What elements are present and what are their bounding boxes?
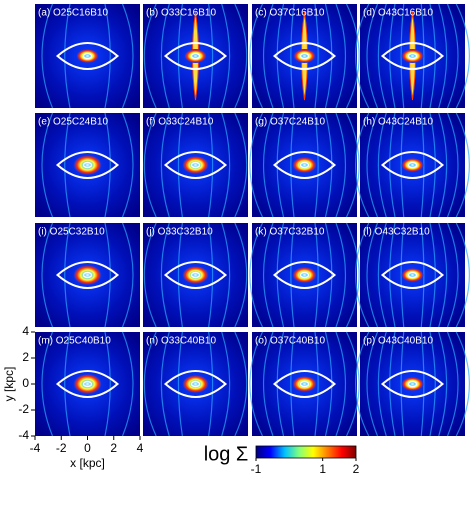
y-tick-label: -4	[18, 428, 29, 442]
panel-label: (c) O37C16B10	[255, 8, 325, 19]
panel-label: (g) O37C24B10	[255, 117, 325, 128]
panel-label: (n) O33C40B10	[146, 336, 216, 347]
panel: (o) O37C40B10	[249, 331, 360, 437]
panel-label: (k) O37C32B10	[255, 227, 325, 238]
y-tick-label: 4	[22, 324, 29, 338]
panel-label: (e) O25C24B10	[38, 117, 108, 128]
panel: (n) O33C40B10	[143, 331, 248, 437]
panel-label: (b) O33C16B10	[146, 8, 216, 19]
colorbar-tick-label: 1	[319, 462, 326, 476]
panel: (c) O37C16B10	[249, 3, 360, 109]
colorbar	[255, 445, 357, 459]
panel: (h) O43C24B10	[355, 112, 470, 218]
panel-label: (i) O25C32B10	[38, 227, 105, 238]
colorbar-tick-label: 2	[353, 462, 360, 476]
panel: (d) O43C16B10	[355, 3, 470, 109]
panel: (i) O25C32B10	[35, 222, 140, 328]
panel: (b) O33C16B10	[143, 3, 248, 109]
panel-label: (p) O43C40B10	[363, 336, 433, 347]
y-tick-label: 2	[22, 350, 29, 364]
panel-label: (o) O37C40B10	[255, 336, 325, 347]
panel: (p) O43C40B10	[355, 331, 470, 437]
panel: (m) O25C40B10	[35, 331, 140, 437]
panel-label: (f) O33C24B10	[146, 117, 214, 128]
x-tick-label: -2	[56, 441, 67, 455]
y-tick-label: 0	[22, 376, 29, 390]
panel: (g) O37C24B10	[249, 112, 360, 218]
colorbar-label: log Σ	[204, 443, 249, 465]
panel-label: (d) O43C16B10	[363, 8, 433, 19]
panel-label: (a) O25C16B10	[38, 8, 108, 19]
x-axis-label: x [kpc]	[70, 456, 105, 470]
x-tick-label: 2	[110, 441, 117, 455]
x-tick-label: 4	[137, 441, 144, 455]
panel: (k) O37C32B10	[249, 222, 360, 328]
panel: (e) O25C24B10	[35, 112, 140, 218]
panel-label: (m) O25C40B10	[38, 336, 111, 347]
colorbar-tick-label: -1	[251, 462, 262, 476]
panel-label: (j) O33C32B10	[146, 227, 213, 238]
y-axis-label: y [kpc]	[2, 367, 16, 402]
panel: (f) O33C24B10	[143, 112, 248, 218]
y-tick-label: -2	[18, 402, 29, 416]
panel: (j) O33C32B10	[143, 222, 248, 328]
x-tick-label: -4	[30, 441, 41, 455]
panel-label: (h) O43C24B10	[363, 117, 433, 128]
panel: (l) O43C32B10	[355, 222, 470, 328]
panel-label: (l) O43C32B10	[363, 227, 430, 238]
panel: (a) O25C16B10	[35, 3, 140, 109]
x-tick-label: 0	[84, 441, 91, 455]
